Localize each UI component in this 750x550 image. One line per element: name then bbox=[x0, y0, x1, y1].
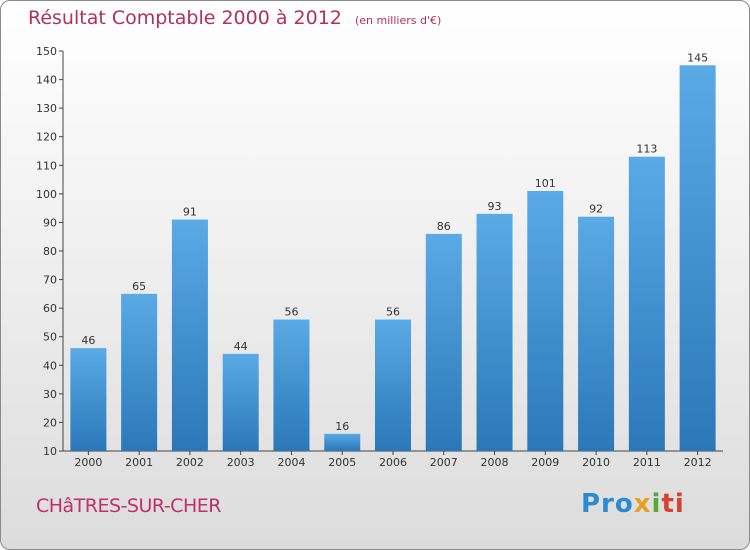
bar-2007 bbox=[425, 233, 462, 451]
chart-unit: (en milliers d'€) bbox=[354, 14, 442, 27]
data-label-2001: 65 bbox=[132, 280, 146, 293]
y-tick-label: 50 bbox=[43, 331, 57, 344]
y-tick-label: 90 bbox=[43, 216, 57, 229]
data-label-2000: 46 bbox=[81, 334, 95, 347]
x-tick-label-2005: 2005 bbox=[328, 456, 356, 469]
data-label-2011: 113 bbox=[636, 143, 657, 156]
y-tick-label: 70 bbox=[43, 274, 57, 287]
logo-part-1: Pro bbox=[581, 489, 634, 519]
data-label-2002: 91 bbox=[183, 206, 197, 219]
commune-name: CHâTRES-SUR-CHER bbox=[36, 495, 221, 517]
bar-2006 bbox=[375, 319, 411, 451]
x-tick-label-2010: 2010 bbox=[582, 456, 610, 469]
y-tick-label: 140 bbox=[36, 74, 57, 87]
bar-2004 bbox=[273, 319, 310, 451]
y-tick-label: 130 bbox=[36, 102, 57, 115]
data-label-2008: 93 bbox=[488, 200, 502, 213]
bar-2010 bbox=[578, 216, 615, 451]
x-tick-label-2008: 2008 bbox=[481, 456, 509, 469]
bar-2003 bbox=[222, 353, 259, 451]
bar-2005 bbox=[324, 433, 361, 451]
bar-2001 bbox=[121, 293, 158, 451]
data-label-2005: 16 bbox=[335, 420, 349, 433]
data-label-2007: 86 bbox=[437, 220, 451, 233]
x-tick-label-2006: 2006 bbox=[379, 456, 407, 469]
y-tick-label: 80 bbox=[43, 245, 57, 258]
bar-2008 bbox=[476, 213, 513, 451]
x-tick-label-2009: 2009 bbox=[531, 456, 559, 469]
x-tick-label-2004: 2004 bbox=[277, 456, 305, 469]
data-label-2009: 101 bbox=[535, 177, 556, 190]
bar-2012 bbox=[679, 65, 716, 452]
logo-part-3: i bbox=[651, 489, 662, 519]
data-label-2003: 44 bbox=[234, 340, 248, 353]
y-tick-label: 40 bbox=[43, 359, 57, 372]
chart-title: Résultat Comptable 2000 à 2012 (en milli… bbox=[28, 7, 441, 29]
data-label-2012: 145 bbox=[687, 51, 708, 64]
y-tick-label: 30 bbox=[43, 388, 57, 401]
data-label-2010: 92 bbox=[589, 203, 603, 216]
data-label-2004: 56 bbox=[284, 306, 298, 319]
y-tick-label: 60 bbox=[43, 302, 57, 315]
proxiti-logo: Proxiti bbox=[581, 489, 685, 519]
y-tick-label: 20 bbox=[43, 416, 57, 429]
y-tick-label: 110 bbox=[36, 159, 57, 172]
y-tick-label: 100 bbox=[36, 188, 57, 201]
y-tick-label: 10 bbox=[43, 445, 57, 458]
bar-2009 bbox=[527, 191, 564, 451]
x-tick-label-2000: 2000 bbox=[74, 456, 102, 469]
x-tick-label-2012: 2012 bbox=[684, 456, 712, 469]
x-tick-label-2007: 2007 bbox=[430, 456, 458, 469]
chart-title-text: Résultat Comptable 2000 à 2012 bbox=[28, 7, 342, 29]
x-tick-label-2011: 2011 bbox=[633, 456, 661, 469]
x-tick-label-2003: 2003 bbox=[227, 456, 255, 469]
logo-part-4: ti bbox=[661, 489, 685, 519]
x-tick-label-2001: 2001 bbox=[125, 456, 153, 469]
bar-2011 bbox=[628, 156, 665, 451]
y-tick-label: 120 bbox=[36, 131, 57, 144]
y-tick-label: 150 bbox=[36, 45, 57, 58]
data-label-2006: 56 bbox=[386, 306, 400, 319]
bar-2002 bbox=[171, 219, 208, 451]
logo-part-2: x bbox=[633, 489, 652, 519]
x-tick-label-2002: 2002 bbox=[176, 456, 204, 469]
bar-2000 bbox=[70, 348, 107, 451]
